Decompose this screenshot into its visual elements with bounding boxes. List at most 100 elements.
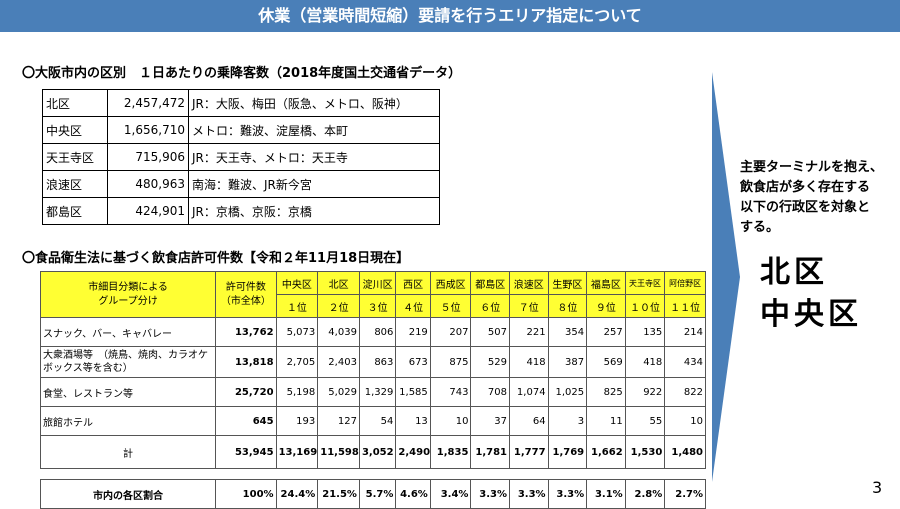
stations: メトロ：難波、淀屋橋、本町: [188, 116, 440, 144]
side-line: する。: [740, 220, 780, 235]
restaurant-permit-table: 市細目分類による グループ分け 許可件数 （市全体） 中央区 北区 淀川区 西区 西成区 都島…: [39, 271, 706, 509]
permit-count: 743: [429, 377, 472, 407]
permit-count: 64: [509, 406, 549, 436]
ratio-value: 4.6%: [395, 479, 431, 509]
stations: 南海：難波、JR新今宮: [188, 170, 440, 198]
permit-count: 2,490: [395, 435, 431, 469]
ward-header: 天王寺区: [624, 271, 666, 295]
table-row: 計 53,945 13,169 11,598 3,052 2,490 1,835 1,781 1…: [39, 435, 706, 469]
ward-header: 北区: [317, 271, 360, 295]
permit-count: 13: [395, 406, 431, 436]
ratio-value: 2.7%: [664, 479, 706, 509]
permit-count: 219: [395, 317, 431, 347]
ward-name: 天王寺区: [42, 143, 108, 171]
table-row: 北区 2,457,472 JR：大阪、梅田（阪急、メトロ、阪神）: [42, 89, 440, 117]
permit-count: 1,585: [395, 377, 431, 407]
permit-count: 135: [624, 317, 666, 347]
permit-count: 1,769: [547, 435, 588, 469]
category-total: 13,818: [215, 346, 277, 378]
ratio-value: 3.4%: [429, 479, 472, 509]
permit-count: 207: [429, 317, 472, 347]
ward-header: 阿倍野区: [664, 271, 706, 295]
ratio-value: 3.3%: [470, 479, 510, 509]
permit-count: 5,029: [317, 377, 360, 407]
permit-count: 507: [470, 317, 510, 347]
ward-name: 都島区: [42, 197, 108, 225]
passenger-count: 2,457,472: [107, 89, 189, 117]
group-header: 市細目分類による グループ分け: [39, 271, 217, 318]
passenger-count: 1,656,710: [107, 116, 189, 144]
slide-title: 休業（営業時間短縮）要請を行うエリア指定について: [0, 0, 900, 32]
ward-name: 浪速区: [42, 170, 108, 198]
ratio-value: 3.3%: [547, 479, 588, 509]
permit-count: 1,530: [624, 435, 666, 469]
permit-count: 354: [547, 317, 588, 347]
page-number: 3: [872, 478, 883, 497]
rank-header: １１位: [664, 294, 706, 318]
rank-header: ２位: [317, 294, 360, 318]
permit-count: 1,777: [509, 435, 549, 469]
permit-count: 822: [664, 377, 706, 407]
ratio-value: 24.4%: [275, 479, 319, 509]
permit-count: 1,480: [664, 435, 706, 469]
category-total: 53,945: [215, 435, 277, 469]
header-row: 市細目分類による グループ分け 許可件数 （市全体） 中央区 北区 淀川区 西区 西成区 都島…: [39, 271, 706, 318]
permit-count: 875: [429, 346, 472, 378]
permit-count: 4,039: [317, 317, 360, 347]
passenger-count: 424,901: [107, 197, 189, 225]
rank-header: ８位: [547, 294, 588, 318]
ward-header: 生野区: [547, 271, 588, 295]
rank-header: ５位: [429, 294, 472, 318]
passenger-count: 715,906: [107, 143, 189, 171]
permit-count: 863: [358, 346, 397, 378]
passenger-count: 480,963: [107, 170, 189, 198]
permit-count: 1,835: [429, 435, 472, 469]
permit-count: 10: [429, 406, 472, 436]
permit-count: 1,662: [586, 435, 626, 469]
permit-count: 1,025: [547, 377, 588, 407]
ratio-value: 3.3%: [509, 479, 549, 509]
permit-count: 825: [586, 377, 626, 407]
ward-name: 北区: [42, 89, 108, 117]
table-row: 中央区 1,656,710 メトロ：難波、淀屋橋、本町: [42, 116, 440, 144]
permit-count: 37: [470, 406, 510, 436]
ward-header: 西成区: [429, 271, 472, 295]
permit-count: 1,074: [509, 377, 549, 407]
target-description: 主要ターミナルを抱え、 飲食店が多く存在する 以下の行政区を対象と する。: [740, 158, 883, 238]
ward-name: 中央区: [42, 116, 108, 144]
permit-count: 54: [358, 406, 397, 436]
section2-heading: 〇食品衛生法に基づく飲食店許可件数【令和２年11月18日現在】: [22, 251, 410, 266]
table-row: 食堂、レストラン等 25,720 5,198 5,029 1,329 1,585 743 70…: [39, 377, 706, 407]
ratio-value: 3.1%: [586, 479, 626, 509]
rank-row: １位 ２位 ３位 ４位 ５位 ６位 ７位 ８位 ９位 １０位 １１位: [41, 294, 706, 318]
category-total: 645: [215, 406, 277, 436]
permit-count: 806: [358, 317, 397, 347]
ratio-label: 市内の各区割合: [39, 479, 217, 509]
permit-count: 1,781: [470, 435, 510, 469]
category-label: スナック、バー、キャバレー: [39, 317, 217, 347]
category-total: 13,762: [215, 317, 277, 347]
rank-header: １０位: [624, 294, 666, 318]
stations: JR：天王寺、メトロ：天王寺: [188, 143, 440, 171]
spacer-row: [41, 469, 706, 480]
rank-header: ９位: [586, 294, 626, 318]
permit-count: 214: [664, 317, 706, 347]
permit-count: 5,073: [275, 317, 319, 347]
ward-header: 中央区: [275, 271, 319, 295]
right-arrow-icon: [712, 72, 740, 482]
category-label: 計: [39, 435, 217, 469]
side-line: 以下の行政区を対象と: [740, 200, 871, 215]
total-header: 許可件数 （市全体）: [215, 271, 277, 318]
target-ward: 北区: [760, 255, 828, 290]
stations: JR：京橋、京阪：京橋: [188, 197, 440, 225]
category-total: 25,720: [215, 377, 277, 407]
permit-count: 11: [586, 406, 626, 436]
permit-count: 3,052: [358, 435, 397, 469]
category-label: 食堂、レストラン等: [39, 377, 217, 407]
permit-count: 2,705: [275, 346, 319, 378]
permit-count: 418: [624, 346, 666, 378]
permit-count: 257: [586, 317, 626, 347]
permit-count: 10: [664, 406, 706, 436]
rank-header: ３位: [358, 294, 397, 318]
rank-header: ６位: [470, 294, 510, 318]
